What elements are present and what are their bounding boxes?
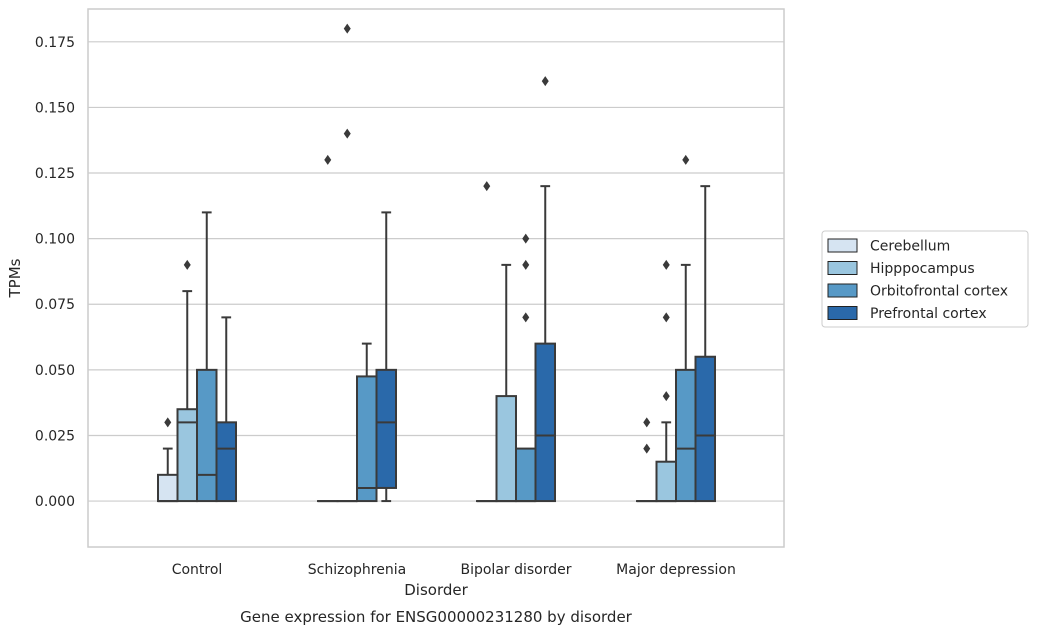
box-3-0 (215, 316, 237, 503)
outlier-point (643, 443, 651, 454)
box-2-2 (515, 233, 537, 503)
outlier-point (324, 154, 332, 165)
x-tick-label: Schizophrenia (308, 562, 406, 578)
y-tick-label: 0.000 (35, 494, 75, 510)
outlier-point (662, 312, 670, 323)
x-tick-label: Major depression (616, 562, 736, 578)
outlier-point (343, 23, 351, 34)
legend-frame (821, 230, 1029, 328)
outlier-point (164, 417, 172, 428)
outlier-point (662, 391, 670, 402)
x-axis-ticks: Control Schizophrenia Bipolar disorder Majo… (172, 562, 736, 578)
x-axis-label: Disorder (404, 581, 468, 599)
y-tick-label: 0.150 (35, 100, 75, 116)
box-2-0 (196, 211, 218, 503)
outlier-point (183, 259, 191, 270)
y-tick-label: 0.075 (35, 297, 75, 313)
outlier-point (522, 233, 530, 244)
legend-swatch (827, 238, 858, 253)
y-tick-label: 0.125 (35, 166, 75, 182)
x-tick-label: Bipolar disorder (460, 562, 571, 578)
box-0-3 (636, 417, 658, 503)
legend-swatch (827, 306, 858, 320)
box-body (534, 342, 556, 503)
outlier-point (522, 259, 530, 270)
box-3-2 (534, 76, 556, 503)
legend-label: Cerebellum (870, 239, 950, 255)
box-body (495, 395, 517, 503)
y-tick-label: 0.025 (35, 428, 75, 444)
legend-label: Orbitofrontal cortex (870, 284, 1008, 300)
legend: Cerebellum Hipppocampus Orbitofrontal cort… (821, 230, 1029, 328)
outlier-point (643, 417, 651, 428)
outlier-point (522, 312, 530, 323)
box-body (157, 473, 179, 503)
box-0-0 (157, 417, 179, 503)
box-body (356, 375, 378, 503)
box-0-2 (476, 181, 498, 503)
outlier-point (682, 154, 690, 165)
y-axis-label: TPMs (6, 258, 24, 298)
box-body (215, 421, 237, 503)
box-1-0 (176, 259, 198, 503)
outlier-point (662, 259, 670, 270)
box-body (675, 368, 697, 503)
box-0-1 (317, 154, 339, 503)
plot-area-frame (87, 8, 785, 548)
box-body (196, 368, 218, 503)
legend-label: Prefrontal cortex (870, 306, 987, 322)
legend-label: Hipppocampus (870, 261, 975, 277)
outlier-point (541, 76, 549, 87)
boxes (157, 23, 716, 503)
y-tick-label: 0.100 (35, 232, 75, 248)
box-1-1 (336, 23, 358, 503)
y-axis-ticks: 0.000 0.025 0.050 0.075 0.100 0.125 0.150 0.175 (35, 35, 75, 510)
legend-swatch (827, 283, 858, 298)
y-tick-label: 0.050 (35, 363, 75, 379)
x-tick-label: Control (172, 562, 223, 578)
box-3-1 (375, 211, 397, 503)
legend-swatch (827, 261, 858, 275)
box-1-3 (655, 259, 677, 503)
outlier-point (483, 181, 491, 192)
y-tick-label: 0.175 (35, 35, 75, 51)
box-body (655, 460, 677, 503)
box-body (515, 447, 537, 503)
box-3-3 (694, 185, 716, 503)
box-2-3 (675, 154, 697, 503)
chart-caption: Gene expression for ENSG00000231280 by d… (240, 608, 633, 626)
box-1-2 (495, 263, 517, 503)
outlier-point (343, 128, 351, 139)
box-body (375, 368, 397, 489)
box-body (694, 355, 716, 503)
box-2-1 (356, 342, 378, 503)
